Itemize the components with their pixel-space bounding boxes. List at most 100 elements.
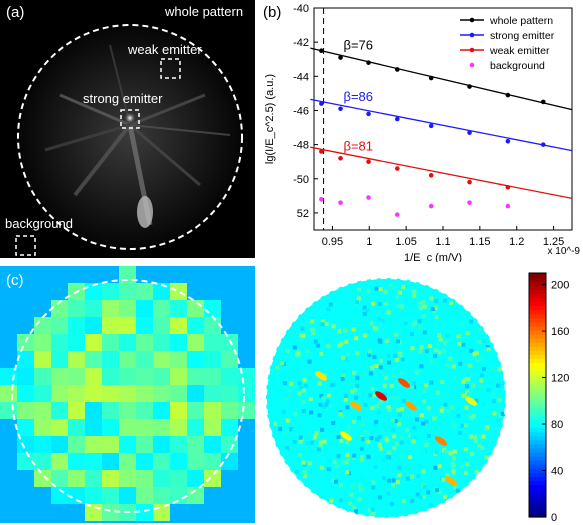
map-pixel (412, 289, 417, 294)
map-pixel (363, 402, 368, 407)
map-pixel (360, 475, 365, 480)
map-pixel (445, 442, 450, 447)
emission-pattern-svg (15, 24, 243, 256)
map-pixel (457, 430, 462, 435)
map-pixel (370, 406, 375, 411)
map-pixel (296, 350, 301, 355)
heatmap-cell (136, 402, 153, 419)
map-pixel (437, 333, 442, 338)
map-pixel (371, 480, 376, 485)
map-pixel (372, 354, 377, 359)
map-pixel (315, 343, 320, 348)
heatmap-cell (119, 300, 136, 317)
heatmap-cell (0, 504, 17, 521)
map-pixel (427, 401, 432, 406)
map-pixel (397, 412, 402, 417)
heatmap-cell (187, 470, 204, 487)
map-pixel (394, 357, 399, 362)
map-pixel (365, 365, 370, 370)
heatmap-cell (221, 504, 238, 521)
colorbar-tick-label: 40 (551, 466, 563, 478)
map-pixel (281, 409, 286, 414)
map-pixel (383, 436, 388, 441)
heatmap-cell (204, 300, 221, 317)
map-pixel (383, 413, 388, 418)
map-pixel (305, 349, 310, 354)
map-pixel (314, 430, 319, 435)
heatmap-cell (153, 436, 170, 453)
map-pixel (451, 374, 456, 379)
heatmap-cell (187, 283, 204, 300)
map-pixel (363, 430, 368, 435)
map-pixel (448, 451, 453, 456)
map-pixel (350, 485, 355, 490)
map-pixel (355, 383, 360, 388)
colorbar-frame (528, 272, 547, 518)
map-pixel (443, 298, 448, 303)
map-pixel (368, 508, 373, 513)
map-pixel (309, 440, 314, 445)
heatmap-cell (34, 419, 51, 436)
x-tick-label: 1.2 (509, 236, 524, 248)
heatmap-cell (85, 351, 102, 368)
colorbar-segment (529, 399, 546, 404)
map-pixel (334, 464, 339, 469)
heatmap-cell (102, 521, 119, 523)
heatmap-cell (119, 402, 136, 419)
map-pixel (312, 435, 317, 440)
map-pixel (472, 352, 477, 357)
map-pixel (392, 434, 397, 439)
map-pixel (336, 435, 341, 440)
colorbar-segment (529, 325, 546, 331)
map-pixel (370, 301, 375, 306)
heatmap-cell (68, 300, 85, 317)
map-pixel (324, 402, 329, 407)
map-pixel (360, 454, 365, 459)
map-pixel (328, 403, 333, 408)
panel-d-label: (d) (267, 272, 286, 289)
map-pixel (464, 410, 469, 415)
heatmap-cell (187, 436, 204, 453)
map-pixel (354, 509, 359, 514)
map-pixel (310, 319, 315, 324)
map-pixel (320, 427, 325, 432)
map-pixel (430, 307, 435, 312)
map-pixel (470, 452, 475, 457)
map-pixel (288, 388, 293, 393)
map-pixel (285, 348, 290, 353)
emission-pattern-image: (a) whole pattern weak emitter strong em… (0, 0, 255, 258)
heatmap-cell (153, 419, 170, 436)
y-tick-label: -46 (293, 105, 309, 117)
map-pixel (393, 353, 398, 358)
map-texture (273, 282, 505, 517)
y-tick-label: -42 (293, 37, 309, 49)
map-pixel (345, 405, 350, 410)
map-pixel (427, 353, 432, 358)
map-pixel (381, 372, 386, 377)
heatmap-cell (170, 402, 187, 419)
hot-spot (465, 396, 477, 406)
map-pixel (414, 417, 419, 422)
map-pixel (498, 413, 503, 418)
map-pixel (320, 322, 325, 327)
heatmap-cell (170, 283, 187, 300)
heatmap-cell (51, 385, 68, 402)
heatmap-cell (136, 453, 153, 470)
heatmap-cell (221, 368, 238, 385)
colorbar-segment (529, 346, 546, 351)
map-pixel (402, 499, 407, 504)
map-pixel (399, 304, 404, 309)
colorbar-segment (529, 451, 546, 457)
colorbar-segment (529, 354, 546, 359)
map-pixel (422, 484, 427, 489)
heatmap-cell (136, 487, 153, 504)
data-point-3 (505, 203, 511, 209)
colorbar-segment (529, 390, 546, 396)
colorbar-svg: 0 40 80 120 160 200 (528, 272, 569, 524)
colorbar-segment (529, 285, 546, 290)
map-pixel (465, 462, 470, 467)
map-pixel (391, 395, 396, 400)
map-pixel (282, 381, 287, 386)
data-point-2 (319, 149, 324, 154)
colorbar-segment (529, 500, 546, 506)
